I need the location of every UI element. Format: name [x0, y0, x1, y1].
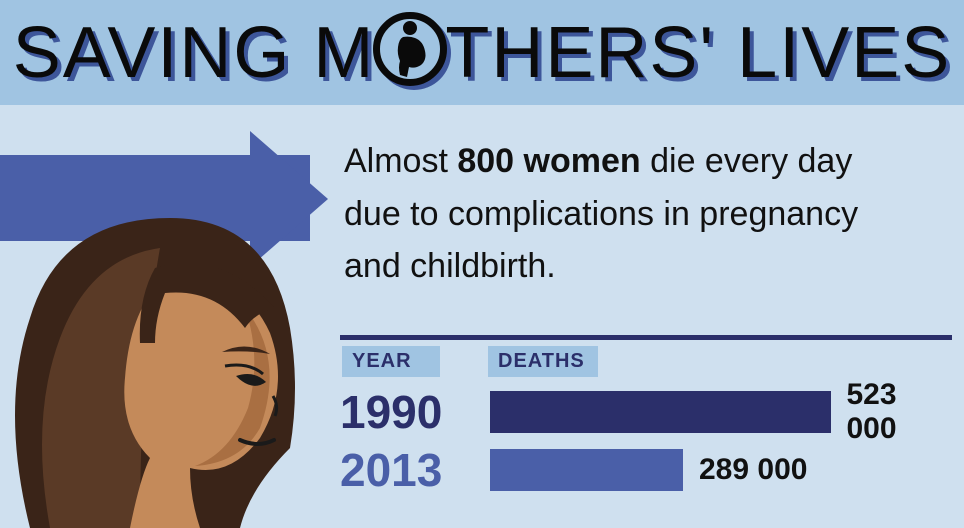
bar-cell: 523 000: [490, 378, 952, 446]
pregnant-woman-icon: [373, 12, 447, 86]
table-row: 2013 289 000: [340, 441, 952, 499]
bar-cell: 289 000: [490, 449, 952, 491]
table-row: 1990523 000: [340, 383, 952, 441]
lead-bold: 800 women: [457, 142, 640, 180]
content-area: Almost 800 women die every day due to co…: [0, 105, 964, 528]
bar: [490, 391, 831, 433]
page-title: SAVING M THERS' LIVES: [13, 12, 952, 94]
year-cell: 2013: [340, 443, 490, 497]
chart-header-row: YEAR DEATHS: [340, 335, 952, 377]
woman-illustration: [0, 158, 360, 528]
lead-paragraph: Almost 800 women die every day due to co…: [344, 135, 904, 293]
header-band: SAVING M THERS' LIVES: [0, 0, 964, 105]
value-label: 523 000: [847, 378, 953, 446]
title-post: THERS' LIVES: [445, 12, 951, 94]
deaths-chart: YEAR DEATHS 1990523 0002013289 000: [340, 335, 952, 499]
value-label: 289 000: [699, 453, 807, 487]
lead-prefix: Almost: [344, 142, 457, 180]
title-pre: SAVING M: [13, 12, 376, 94]
year-cell: 1990: [340, 385, 490, 439]
bar: [490, 449, 683, 491]
col-header-deaths: DEATHS: [488, 346, 598, 377]
